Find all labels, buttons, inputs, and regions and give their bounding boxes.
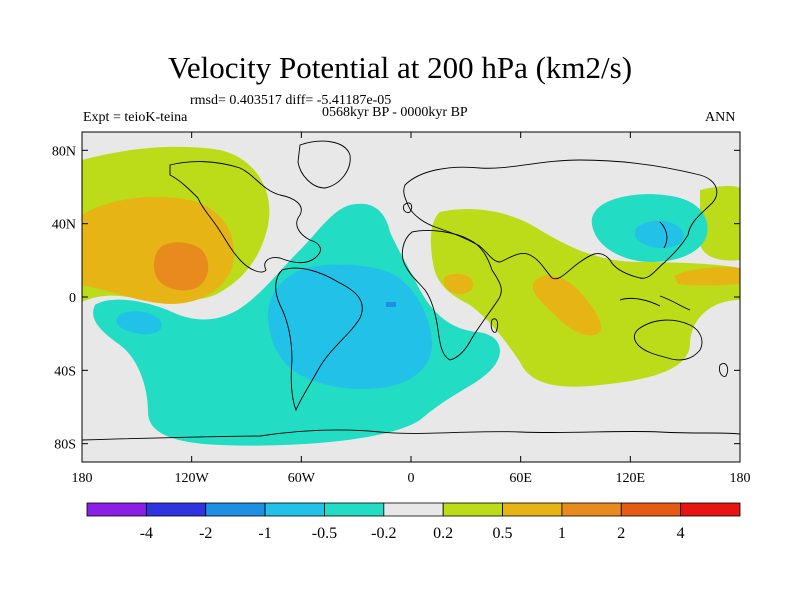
colorbar-swatch-4 [324,502,385,517]
stats-text: rmsd= 0.403517 diff= -5.41187e-05 [190,93,392,108]
colorbar-swatch-10 [680,502,741,517]
region-eastasia-core [634,220,684,248]
contour-fill [82,132,740,462]
coast-south-america [275,267,363,412]
coast-japan [659,221,668,249]
period-text: 0568kyr BP - 0000kyr BP [322,105,468,120]
colorbar-label-6: 0.5 [493,525,513,542]
coastlines [82,140,740,441]
colorbar: -4 -2 -1 -0.5 -0.2 0.2 0.5 1 2 4 [86,502,741,542]
experiment-text: Expt = teioK-teina [83,110,188,125]
region-africa-orange [443,273,474,294]
region-eurasia-positive [430,209,740,387]
coast-indonesia [619,295,691,311]
colorbar-label-8: 2 [617,525,625,542]
x-tick-label-6: 180 [730,471,751,486]
colorbar-swatch-6 [442,502,503,517]
colorbar-label-1: -2 [199,525,212,542]
x-tick-label-3: 0 [408,471,415,486]
colorbar-swatch-3 [264,502,325,517]
season-text: ANN [705,110,736,125]
colorbar-label-5: 0.2 [433,525,453,542]
coast-uk [403,202,413,213]
y-tick-label-4: 80S [54,438,76,453]
colorbar-swatch-2 [205,502,266,517]
coast-australia [633,319,703,361]
region-atlantic-dark-spot [386,302,396,307]
colorbar-label-0: -4 [140,525,153,542]
coast-greenland [297,140,351,189]
coast-new-zealand [719,363,729,377]
colorbar-swatch-8 [561,502,622,517]
region-pacific-dark [153,242,209,291]
coast-north-america [169,161,321,273]
y-axis: 80N 40N 0 40S 80S [52,144,740,453]
colorbar-label-4: -0.2 [371,525,396,542]
colorbar-swatch-1 [145,502,207,517]
x-tick-label-4: 60E [509,471,532,486]
x-tick-label-5: 120E [616,471,646,486]
x-tick-label-1: 120W [175,471,210,486]
chart-title: Velocity Potential at 200 hPa (km2/s) [167,50,633,85]
y-tick-label-3: 40S [54,364,76,379]
region-atlantic-core [267,264,432,390]
y-tick-label-0: 80N [52,144,76,159]
y-tick-label-1: 40N [52,218,76,233]
region-pacific-blue-spot [116,311,162,335]
colorbar-label-2: -1 [258,525,271,542]
region-westpac-orange [674,267,740,286]
colorbar-label-9: 4 [677,525,685,542]
colorbar-label-7: 1 [558,525,566,542]
x-tick-label-2: 60W [288,471,316,486]
colorbar-swatch-9 [620,502,682,517]
colorbar-swatch-7 [502,502,563,517]
colorbar-swatch-5 [383,502,444,517]
coast-eurasia [403,159,718,280]
coast-madagascar [490,318,499,333]
coast-africa [401,229,502,361]
x-tick-label-0: 180 [72,471,93,486]
x-axis: 180 120W 60W 0 60E 120E 180 [72,132,751,486]
coast-antarctica [82,429,740,441]
region-indian-orange [532,275,602,336]
y-tick-label-2: 0 [69,291,76,306]
colorbar-label-3: -0.5 [312,525,337,542]
colorbar-swatch-0 [86,502,147,517]
